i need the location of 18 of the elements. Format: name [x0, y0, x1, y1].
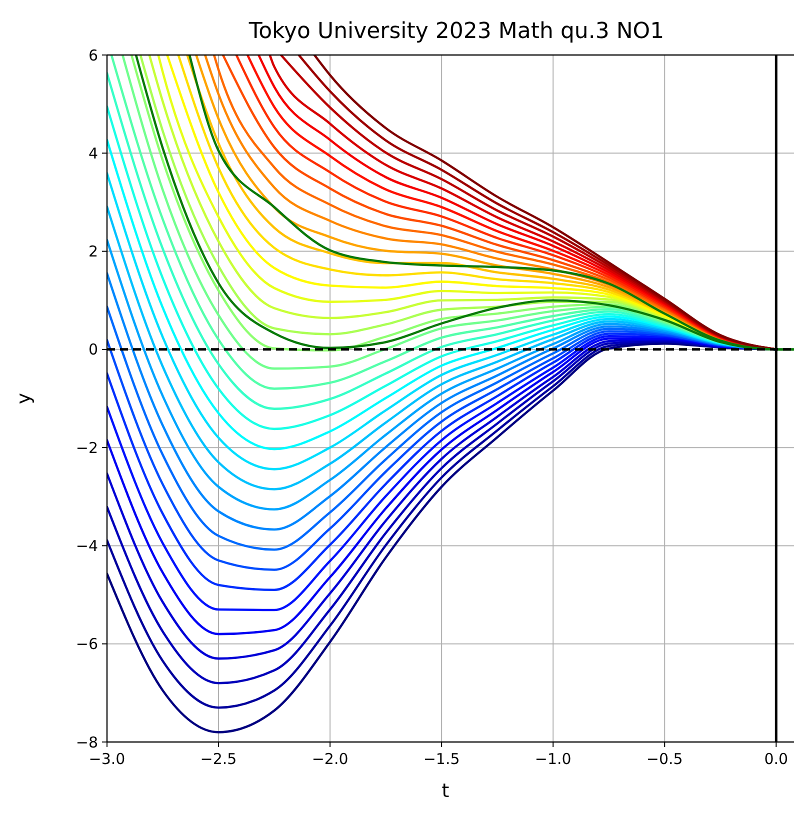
x-tick-label: −2.0: [312, 750, 348, 768]
x-tick-label: −1.5: [423, 750, 460, 768]
x-axis-title: t: [442, 780, 450, 802]
y-tick-label: 4: [88, 144, 98, 162]
y-tick-label: −6: [76, 635, 98, 654]
y-tick-label: −8: [76, 733, 98, 752]
y-tick-label: −2: [76, 438, 98, 457]
x-tick-label: −2.5: [200, 750, 237, 768]
x-tick-label: −3.0: [88, 750, 126, 768]
y-tick-label: 6: [88, 46, 98, 64]
y-tick-label: 0: [88, 340, 98, 359]
x-tick-label: 0.0: [764, 750, 788, 768]
x-tick-label: −1.0: [534, 750, 572, 768]
x-tick-label: −0.5: [646, 750, 683, 768]
chart-title: Tokyo University 2023 Math qu.3 NO1: [248, 19, 664, 44]
y-tick-label: 2: [88, 242, 98, 261]
y-tick-label: −4: [76, 536, 98, 555]
y-axis-title: y: [13, 392, 35, 404]
